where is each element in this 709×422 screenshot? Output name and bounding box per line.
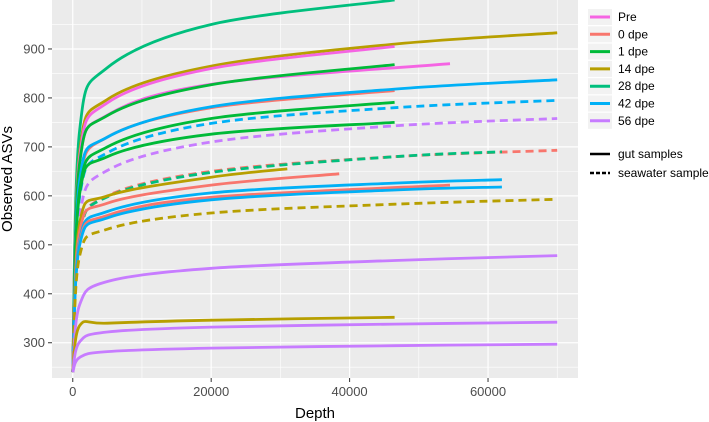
y-tick-label: 300: [23, 335, 45, 350]
legend-label: 0 dpe: [618, 27, 648, 41]
x-axis-ticks: 0 20000 40000 60000: [69, 378, 506, 399]
series-lines: [71, 0, 558, 373]
legend-label: 1 dpe: [618, 45, 648, 59]
legend-linetype-label: gut samples: [618, 147, 683, 161]
legend-label: 14 dpe: [618, 62, 655, 76]
y-tick-label: 900: [23, 41, 45, 56]
series-line-56-dpe-gut: [71, 254, 558, 373]
legend-label: 42 dpe: [618, 97, 655, 111]
y-tick-label: 700: [23, 139, 45, 154]
legend-label: 28 dpe: [618, 79, 655, 93]
x-tick-label: 40000: [332, 384, 368, 399]
series-line-56-dpe-gut: [71, 342, 558, 373]
y-tick-label: 400: [23, 286, 45, 301]
series-line-56-dpe-gut: [71, 320, 558, 373]
x-tick-label: 60000: [470, 384, 506, 399]
legend: Pre 0 dpe 1 dpe 14 dpe 28 dpe 42 dpe 56 dpe gut…: [588, 9, 709, 180]
x-tick-label: 20000: [193, 384, 229, 399]
x-tick-label: 0: [69, 384, 76, 399]
series-line-14-dpe-gut: [71, 315, 395, 373]
series-line-14-dpe-seawater: [71, 197, 558, 373]
y-axis-title: Observed ASVs: [0, 126, 16, 232]
legend-label: 56 dpe: [618, 114, 655, 128]
x-axis-title: Depth: [295, 405, 335, 422]
legend-label: Pre: [618, 10, 637, 24]
y-tick-label: 800: [23, 90, 45, 105]
y-axis-ticks: 300 400 500 600 700 800 900: [23, 41, 52, 350]
legend-linetype-label: seawater samples: [618, 166, 709, 180]
y-tick-label: 500: [23, 237, 45, 252]
y-tick-label: 600: [23, 188, 45, 203]
